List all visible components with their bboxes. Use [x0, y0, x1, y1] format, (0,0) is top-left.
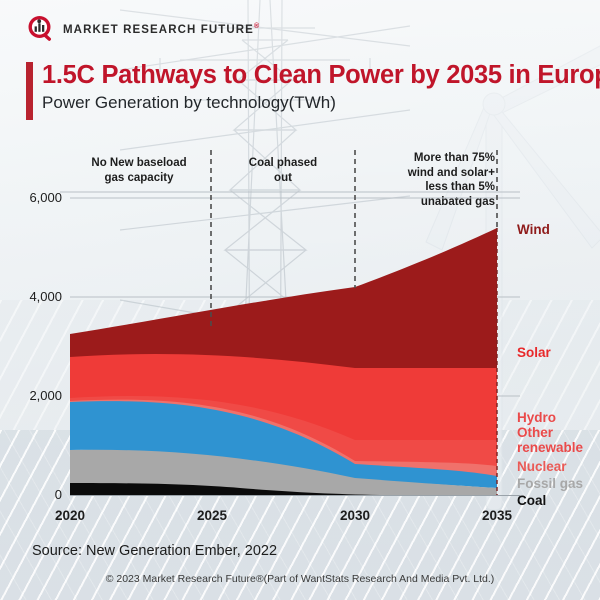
annotation-line: less than 5%	[425, 181, 495, 193]
annotation-line: wind and solar+	[407, 166, 495, 179]
x-tick-2020: 2020	[54, 508, 86, 523]
legend-label-nuclear: Nuclear	[517, 459, 567, 474]
legend-label-solar: Solar	[517, 345, 551, 360]
page-title: 1.5C Pathways to Clean Power by 2035 in …	[42, 61, 600, 89]
annotation-line: Coal phased	[248, 157, 318, 169]
legend-label-coal: Coal	[517, 493, 547, 508]
annotation-line: out	[274, 171, 292, 184]
annotation-line: gas capacity	[104, 171, 174, 184]
y-tick-6000: 6,000	[29, 190, 62, 205]
registered-mark: ®	[253, 22, 261, 30]
brand-name-text: MARKET RESEARCH FUTURE	[63, 23, 254, 36]
legend-label-fossil-gas: Fossil gas	[517, 476, 584, 491]
brand-name: MARKET RESEARCH FUTURE®	[63, 23, 260, 36]
x-tick-2025: 2025	[196, 508, 228, 523]
title-accent-bar	[26, 62, 33, 120]
annotation-line: More than 75%	[413, 152, 495, 164]
x-tick-2035: 2035	[481, 508, 513, 523]
area-coal	[70, 483, 497, 495]
area-fossil-gas	[70, 449, 497, 495]
legend-label-hydro: Hydro	[517, 410, 557, 425]
y-tick-0: 0	[54, 487, 62, 502]
series-areas	[70, 228, 497, 495]
brand-logo[interactable]: MARKET RESEARCH FUTURE®	[26, 14, 260, 44]
annotation-no-new-baseload: No New baseload gas capacity	[68, 156, 210, 185]
x-tick-2030: 2030	[339, 508, 371, 523]
phase-dividers	[210, 150, 498, 330]
legend-label-wind: Wind	[517, 222, 550, 237]
y-tick-2000: 2,000	[29, 388, 62, 403]
legend-label-renewable: renewable	[517, 440, 584, 455]
annotation-wind-solar-share: More than 75% wind and solar+ less than …	[367, 151, 495, 209]
source-note: Source: New Generation Ember, 2022	[32, 543, 278, 559]
annotation-line: No New baseload	[91, 157, 187, 169]
y-tick-4000: 4,000	[29, 289, 62, 304]
copyright-note: © 2023 Market Research Future®(Part of W…	[105, 573, 495, 585]
page-subtitle: Power Generation by technology(TWh)	[42, 93, 336, 112]
area-blue-band	[70, 401, 497, 488]
magnifier-bar-chart-icon	[26, 14, 56, 44]
title-block: 1.5C Pathways to Clean Power by 2035 in …	[26, 60, 600, 120]
transmission-tower-icon	[120, 0, 410, 470]
annotation-coal-phased-out: Coal phased out	[218, 156, 348, 185]
legend-label-other: Other	[517, 425, 554, 440]
